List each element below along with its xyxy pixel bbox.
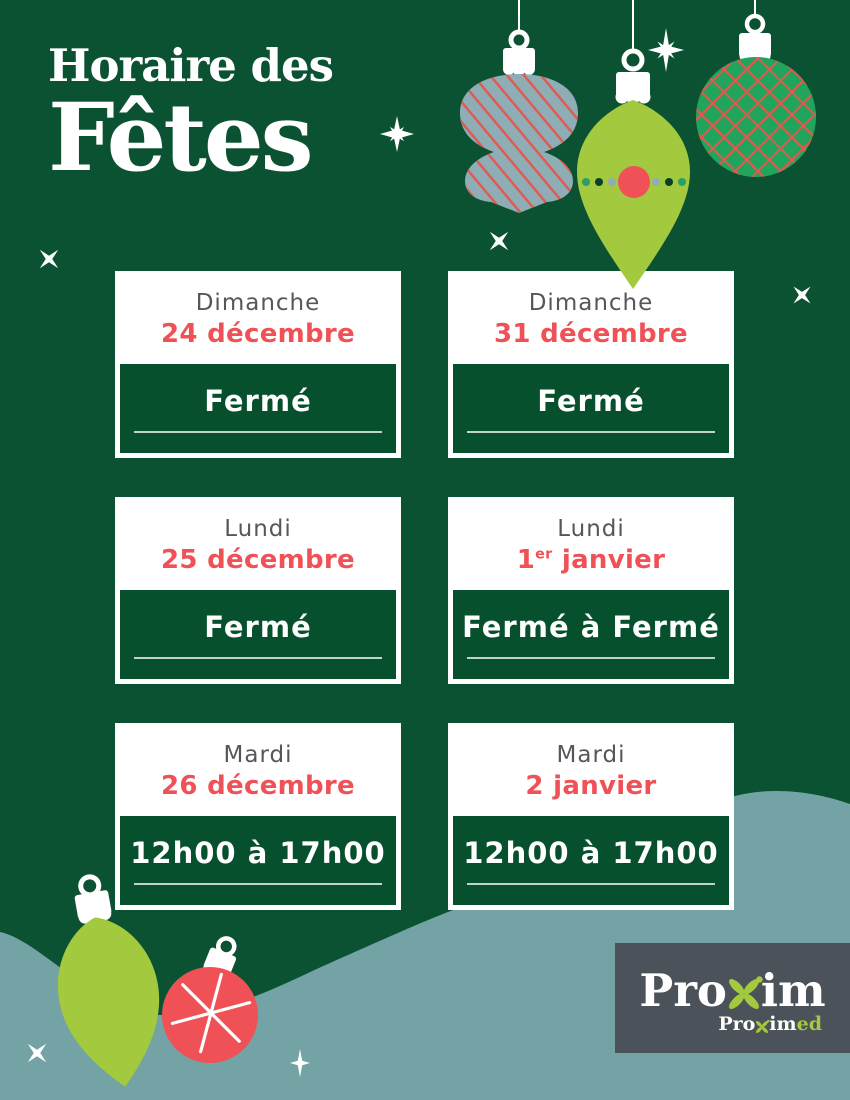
sparkle-star-icon bbox=[648, 28, 684, 72]
card-date: 24 décembre bbox=[161, 319, 355, 349]
sparkle-star-icon bbox=[380, 116, 414, 152]
proxim-logo: Pro im bbox=[639, 968, 825, 1013]
title-line1: Horaire des bbox=[48, 39, 334, 92]
schedule-grid: Dimanche 24 décembre Fermé Dimanche 31 décem… bbox=[115, 271, 734, 910]
schedule-card: Dimanche 24 décembre Fermé bbox=[115, 271, 401, 458]
teardrop-ornament-icon bbox=[577, 0, 690, 289]
sparkle-star-icon bbox=[290, 1049, 310, 1077]
card-hours: 12h00 à 17h00 bbox=[463, 836, 719, 870]
card-underline bbox=[134, 883, 382, 885]
card-day: Dimanche bbox=[528, 290, 654, 316]
subbrand-text-pre: Pro bbox=[718, 1013, 756, 1035]
card-underline bbox=[467, 431, 715, 433]
card-date: 2 janvier bbox=[525, 771, 657, 801]
plaid-bauble-ornament-icon bbox=[696, 0, 816, 177]
card-hours: Fermé bbox=[537, 384, 645, 418]
card-day: Dimanche bbox=[195, 290, 321, 316]
card-underline bbox=[467, 657, 715, 659]
card-underline bbox=[134, 657, 382, 659]
snowflake-ball-ornament-icon bbox=[162, 936, 258, 1063]
card-underline bbox=[467, 883, 715, 885]
schedule-card: Dimanche 31 décembre Fermé bbox=[448, 271, 734, 458]
date-superscript: er bbox=[535, 546, 553, 563]
page-title: Horaire des Fêtes bbox=[48, 39, 334, 193]
card-hours-panel: 12h00 à 17h00 bbox=[453, 816, 729, 905]
schedule-card: Mardi 2 janvier 12h00 à 17h00 bbox=[448, 723, 734, 910]
card-hours-panel: 12h00 à 17h00 bbox=[120, 816, 396, 905]
subbrand-text-mid: im bbox=[769, 1013, 797, 1035]
subbrand-text-suffix: ed bbox=[796, 1013, 822, 1035]
card-header: Dimanche 31 décembre bbox=[453, 271, 729, 364]
sparkle-x-icon bbox=[489, 231, 509, 251]
card-hours: Fermé bbox=[204, 610, 312, 644]
card-date: 26 décembre bbox=[161, 771, 355, 801]
sparkle-x-icon bbox=[793, 286, 811, 304]
card-date: 31 décembre bbox=[494, 319, 688, 349]
sparkle-x-icon bbox=[27, 1043, 47, 1063]
striped-finial-ornament-icon bbox=[460, 0, 578, 213]
card-day: Lundi bbox=[224, 516, 292, 542]
card-hours: 12h00 à 17h00 bbox=[130, 836, 386, 870]
proxim-flower-icon bbox=[756, 1019, 770, 1033]
card-date: 1er janvier bbox=[516, 545, 666, 575]
card-header: Mardi 2 janvier bbox=[453, 723, 729, 816]
card-hours-panel: Fermé bbox=[120, 590, 396, 679]
card-underline bbox=[134, 431, 382, 433]
card-date: 25 décembre bbox=[161, 545, 355, 575]
card-header: Lundi 1er janvier bbox=[453, 497, 729, 590]
card-hours-panel: Fermé bbox=[453, 364, 729, 453]
teardrop-dots bbox=[582, 166, 686, 198]
card-hours-panel: Fermé à Fermé bbox=[453, 590, 729, 679]
proxim-logo-box: Pro im Pro bbox=[615, 943, 850, 1053]
title-line2: Fêtes bbox=[48, 82, 314, 193]
card-hours: Fermé à Fermé bbox=[462, 610, 720, 644]
card-day: Mardi bbox=[223, 742, 293, 768]
card-header: Dimanche 24 décembre bbox=[120, 271, 396, 364]
schedule-card: Mardi 26 décembre 12h00 à 17h00 bbox=[115, 723, 401, 910]
sparkle-x-icon bbox=[39, 249, 59, 269]
card-day: Mardi bbox=[556, 742, 626, 768]
card-header: Lundi 25 décembre bbox=[120, 497, 396, 590]
card-day: Lundi bbox=[557, 516, 625, 542]
schedule-card: Lundi 1er janvier Fermé à Fermé bbox=[448, 497, 734, 684]
card-header: Mardi 26 décembre bbox=[120, 723, 396, 816]
brand-text-pre: Pro bbox=[639, 964, 727, 1017]
bottom-ornaments bbox=[27, 874, 310, 1087]
schedule-card: Lundi 25 décembre Fermé bbox=[115, 497, 401, 684]
card-hours: Fermé bbox=[204, 384, 312, 418]
teardrop-ornament-icon bbox=[58, 874, 160, 1087]
brand-text-post: im bbox=[760, 964, 826, 1017]
card-hours-panel: Fermé bbox=[120, 364, 396, 453]
proxim-flower-icon bbox=[728, 975, 763, 1009]
proximed-logo: Pro im ed bbox=[718, 1015, 822, 1034]
